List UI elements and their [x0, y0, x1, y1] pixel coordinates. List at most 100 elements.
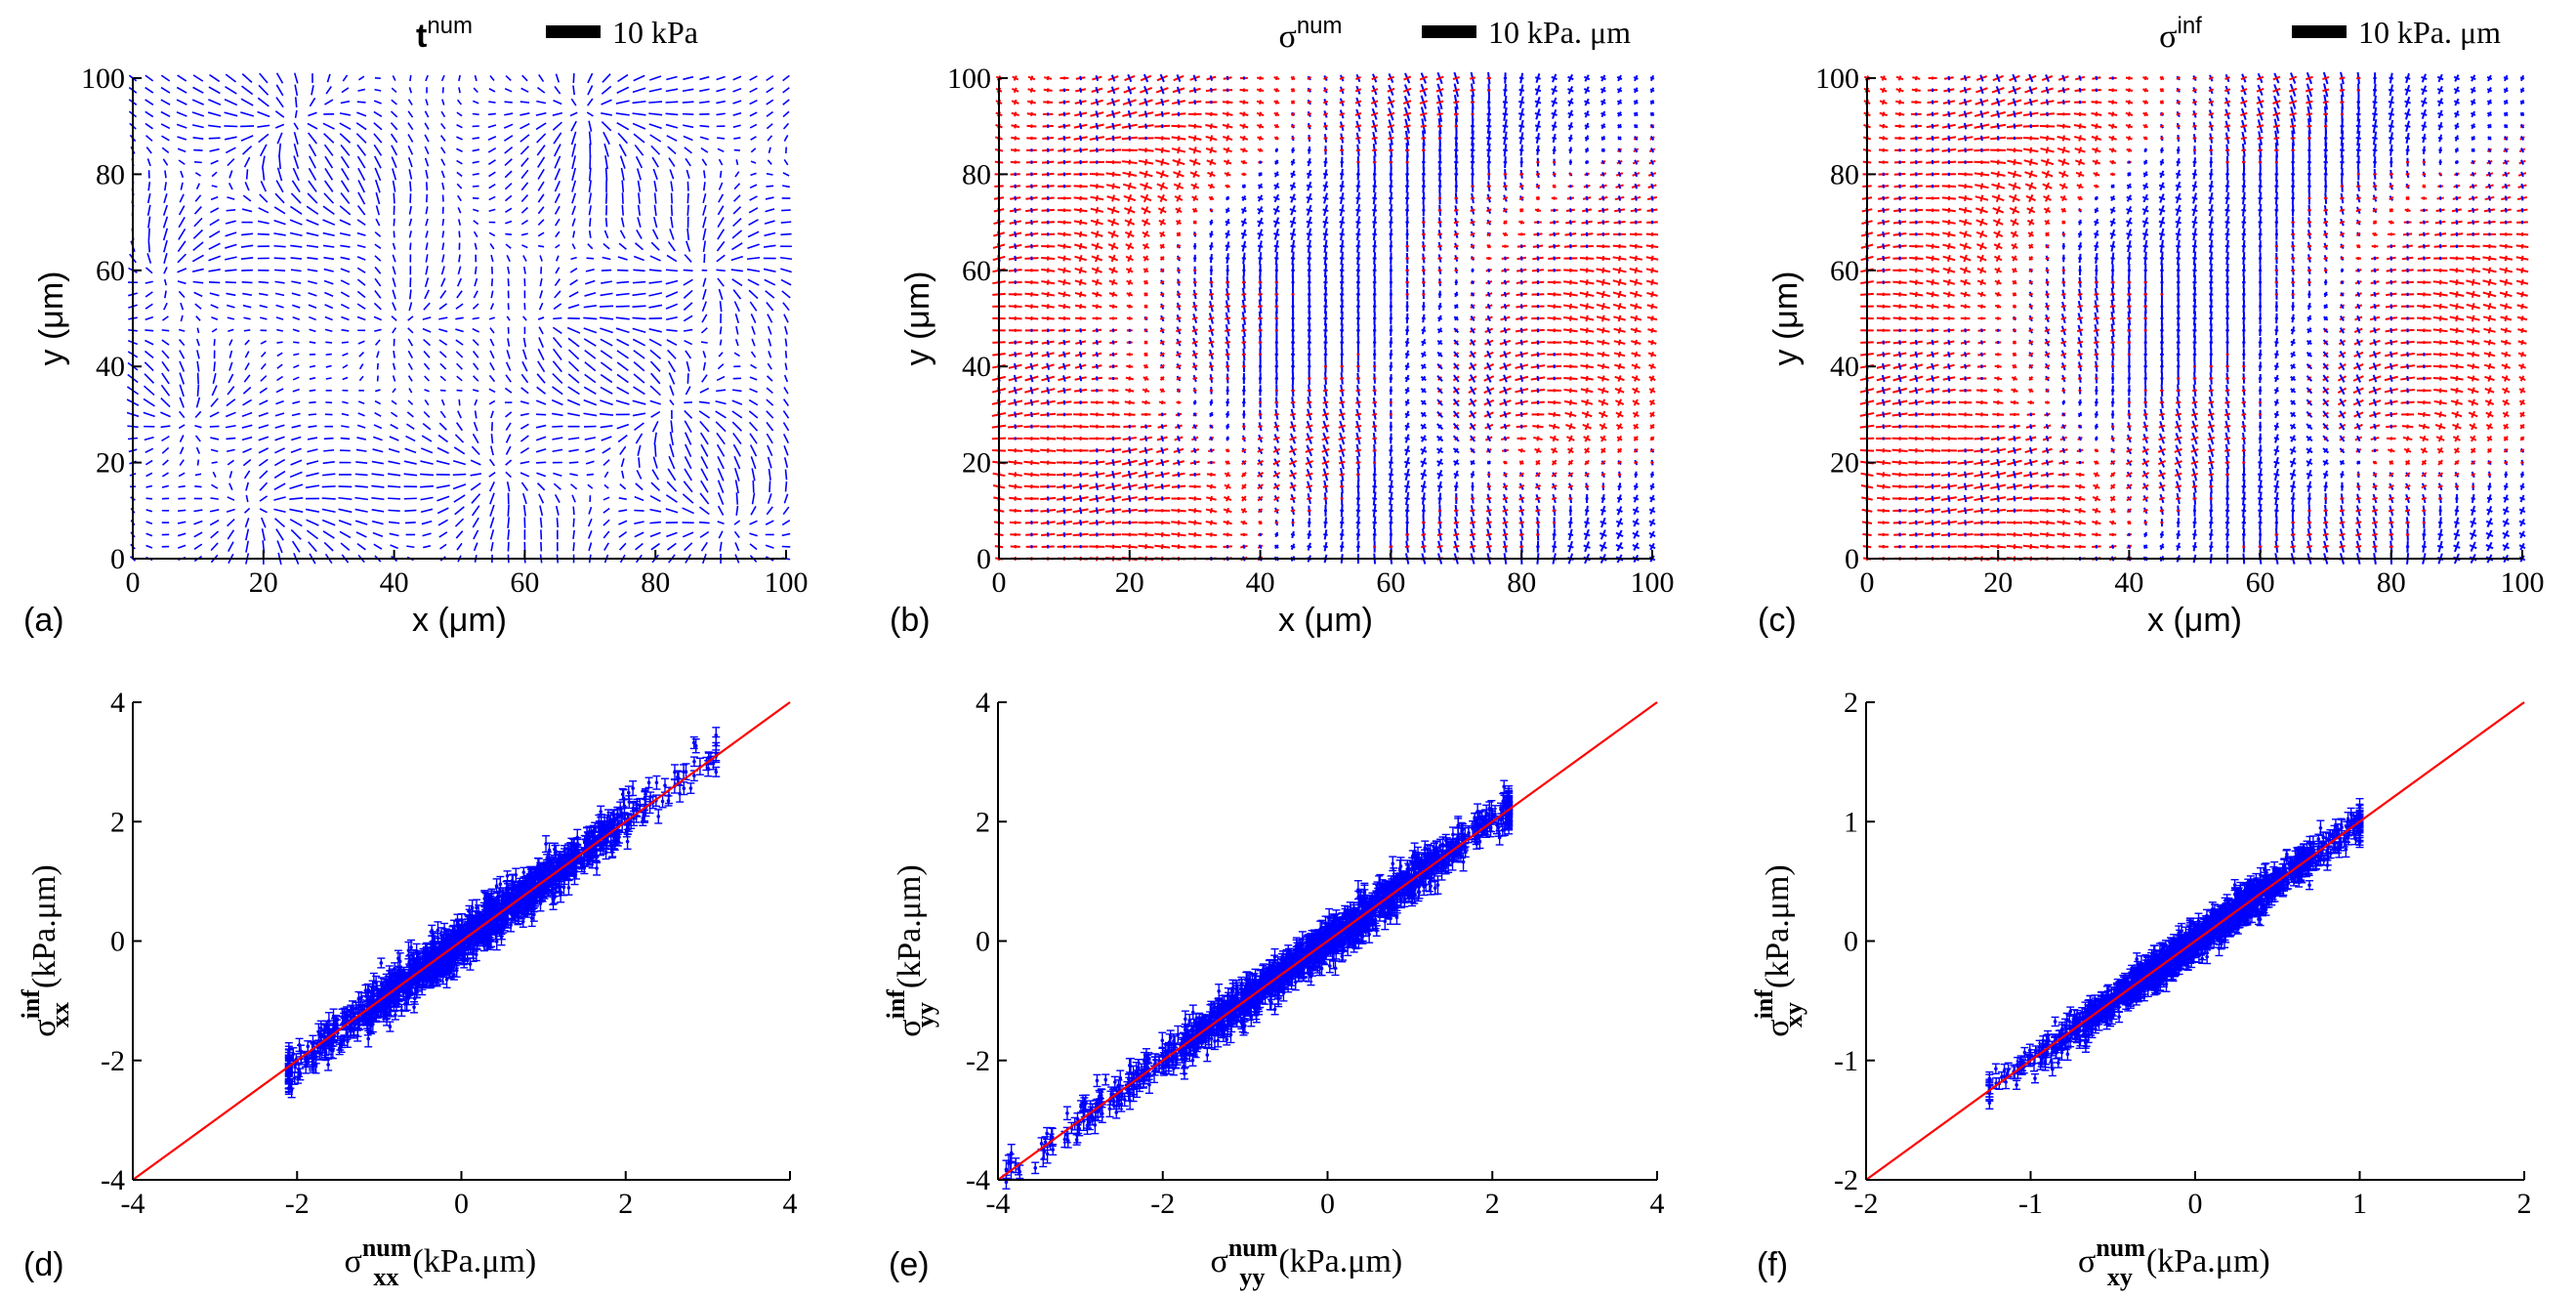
principal-stress-minor	[1095, 471, 1099, 479]
traction-vector	[682, 101, 694, 104]
principal-stress-minor	[1111, 171, 1115, 178]
traction-vector	[619, 445, 627, 455]
traction-vector	[339, 133, 352, 144]
traction-vector	[227, 386, 235, 396]
principal-stress-minor	[1323, 88, 1328, 93]
traction-vector	[587, 85, 594, 96]
traction-vector	[765, 208, 775, 213]
principal-stress-minor	[1503, 423, 1508, 430]
traction-vector	[373, 133, 383, 144]
principal-stress-minor	[1241, 328, 1247, 332]
traction-vector	[259, 304, 269, 309]
principal-stress-minor	[1388, 484, 1394, 488]
principal-stress-minor	[1095, 494, 1100, 503]
traction-vector	[143, 411, 155, 418]
principal-stress-minor	[1519, 173, 1524, 176]
traction-vector	[784, 362, 788, 370]
traction-vector	[782, 302, 790, 312]
traction-vector	[290, 528, 302, 540]
traction-vector	[452, 459, 467, 466]
traction-vector	[404, 509, 417, 513]
traction-vector	[290, 205, 303, 215]
principal-stress-minor	[1552, 447, 1558, 454]
principal-stress-minor	[1567, 88, 1574, 93]
traction-vector	[423, 338, 432, 347]
traction-vector	[667, 468, 677, 482]
traction-vector	[392, 327, 397, 334]
principal-stress-minor	[1241, 195, 1247, 201]
principal-stress-minor	[1600, 75, 1606, 81]
traction-vector	[374, 277, 382, 287]
principal-stress-minor	[1110, 86, 1116, 95]
traction-vector	[257, 110, 270, 118]
traction-vector	[603, 483, 609, 489]
traction-vector	[326, 73, 331, 83]
traction-vector	[507, 266, 511, 274]
traction-vector	[490, 278, 494, 287]
traction-vector	[441, 219, 445, 227]
traction-vector	[749, 195, 758, 201]
traction-vector	[309, 315, 316, 321]
traction-vector	[567, 437, 580, 440]
traction-vector	[553, 316, 562, 320]
traction-vector	[649, 134, 662, 143]
traction-vector	[453, 446, 466, 455]
traction-vector	[489, 492, 495, 505]
principal-stress-minor	[1225, 341, 1231, 345]
principal-stress-minor	[1389, 209, 1393, 212]
principal-stress-minor	[1191, 352, 1198, 356]
principal-stress-minor	[1226, 171, 1229, 177]
traction-vector	[603, 542, 609, 551]
traction-vector	[439, 289, 447, 299]
traction-vector	[356, 219, 366, 226]
traction-vector	[488, 399, 496, 405]
traction-vector	[553, 99, 562, 105]
traction-vector	[373, 155, 382, 169]
traction-vector	[767, 375, 773, 382]
traction-vector	[766, 433, 773, 444]
traction-vector	[439, 375, 446, 382]
traction-vector	[226, 209, 236, 212]
traction-vector	[372, 531, 384, 538]
traction-vector	[324, 155, 334, 169]
traction-vector	[535, 399, 547, 405]
principal-stress-minor	[1257, 195, 1264, 201]
traction-vector	[488, 388, 496, 394]
traction-vector	[392, 375, 396, 382]
principal-stress-minor	[1274, 160, 1279, 164]
principal-stress-minor	[1062, 255, 1066, 262]
principal-stress-minor	[1486, 124, 1492, 128]
principal-stress-minor	[1226, 147, 1230, 153]
traction-vector	[555, 230, 561, 238]
principal-stress-minor	[1046, 268, 1050, 273]
principal-stress-minor	[1030, 231, 1033, 237]
traction-vector	[259, 482, 269, 491]
principal-stress-minor	[1191, 340, 1198, 345]
principal-stress-minor	[1485, 532, 1492, 537]
traction-vector	[651, 156, 659, 168]
traction-vector	[405, 435, 416, 442]
traction-vector	[276, 341, 283, 344]
principal-stress-minor	[1370, 111, 1379, 117]
principal-stress-minor	[1519, 411, 1523, 417]
traction-vector	[179, 446, 185, 455]
principal-stress-minor	[1095, 482, 1100, 491]
principal-stress-minor	[1144, 399, 1147, 405]
traction-vector	[290, 269, 302, 272]
traction-vector	[294, 97, 298, 107]
traction-vector	[407, 350, 414, 358]
principal-stress-minor	[1095, 195, 1099, 201]
traction-vector	[424, 389, 430, 393]
principal-stress-minor	[1307, 172, 1312, 177]
traction-vector	[422, 327, 432, 333]
traction-vector	[241, 85, 254, 96]
traction-vector	[161, 446, 170, 454]
traction-vector	[229, 471, 233, 479]
traction-vector	[241, 73, 253, 83]
principal-stress-minor	[1321, 447, 1330, 453]
traction-vector	[225, 85, 237, 95]
traction-vector	[376, 375, 379, 382]
principal-stress-minor	[1258, 136, 1263, 141]
traction-vector	[276, 375, 284, 382]
principal-stress-minor	[1553, 423, 1557, 430]
